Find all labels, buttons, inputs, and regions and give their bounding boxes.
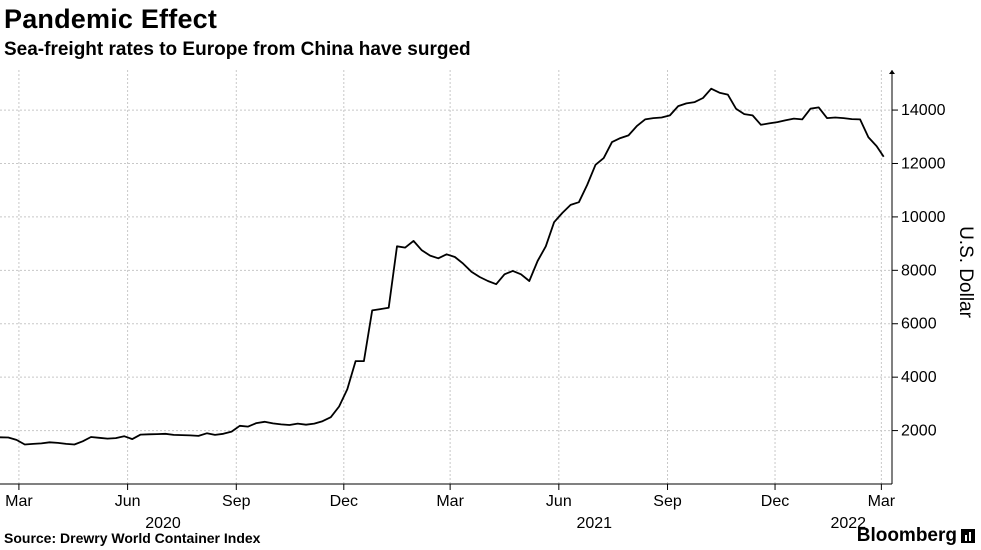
x-year-label: 2020 [145,515,181,532]
y-tick-label: 6000 [901,316,937,333]
y-tick-label: 8000 [901,262,937,279]
series-layer [0,87,885,446]
y-tick-label: 2000 [901,423,937,440]
x-axis: Mar Jun Sep Dec Mar Jun Sep Dec Mar 2020 2021 2022 [0,483,896,532]
y-tick-label: 10000 [901,209,946,226]
y-axis: 2000 4000 6000 8000 10000 12000 14000 [889,70,946,484]
x-year-label: 2022 [830,515,866,532]
x-tick-label: Jun [546,493,572,510]
bloomberg-terminal-icon [961,529,975,543]
x-tick-label: Sep [653,493,682,510]
x-tick-label: Mar [5,493,33,510]
x-year-label: 2021 [576,515,612,532]
chart-title: Pandemic Effect [4,4,218,34]
series-line [0,87,885,446]
brand-name: Bloomberg [856,525,957,546]
x-tick-label: Dec [761,493,789,510]
brand-logo: Bloomberg [857,525,975,547]
gridlines [0,70,892,484]
chart-subtitle: Sea-freight rates to Europe from China h… [4,39,471,60]
y-tick-label: 12000 [901,155,946,172]
y-tick-label: 14000 [901,102,946,119]
source-note: Source: Drewry World Container Index [4,530,261,546]
x-tick-label: Sep [222,493,251,510]
x-tick-label: Mar [868,493,896,510]
y-tick-label: 4000 [901,369,937,386]
y-axis-title: U.S. Dollar [955,226,976,319]
x-tick-label: Dec [330,493,358,510]
x-tick-label: Mar [436,493,464,510]
x-tick-label: Jun [115,493,141,510]
y-axis-arrow [889,70,895,74]
